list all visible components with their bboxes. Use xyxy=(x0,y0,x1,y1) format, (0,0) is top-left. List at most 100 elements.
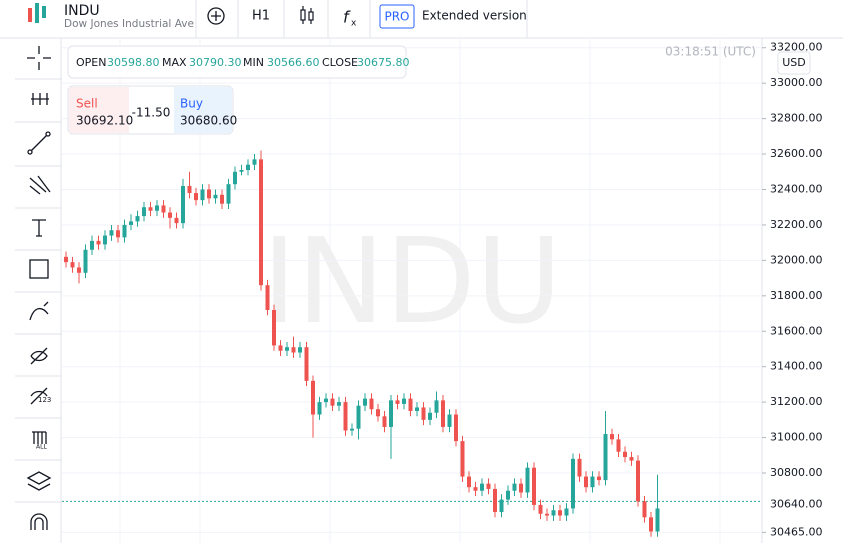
candle-body xyxy=(122,224,127,238)
candle-body xyxy=(577,458,582,477)
candle-body xyxy=(395,400,400,404)
candle-body xyxy=(616,439,621,452)
currency: USD xyxy=(782,56,806,69)
candle-body xyxy=(655,508,660,532)
y-tick-label: 33000.00 xyxy=(770,76,823,89)
close-value: 30675.80 xyxy=(357,56,410,69)
chart-type-button[interactable] xyxy=(300,6,314,24)
icon-text: ALL xyxy=(36,444,47,451)
candle-body xyxy=(649,517,653,532)
candle-body xyxy=(610,434,614,440)
indicator-tool[interactable] xyxy=(31,93,49,105)
candle-body xyxy=(389,400,393,427)
candle-body xyxy=(285,347,289,351)
open-value: 30598.80 xyxy=(107,56,160,69)
candle-body xyxy=(480,483,484,491)
add-button[interactable] xyxy=(207,7,225,25)
candle-body xyxy=(239,170,244,172)
candle-body xyxy=(129,221,133,225)
candle-body xyxy=(558,510,562,516)
candle-body xyxy=(330,398,335,406)
candle-body xyxy=(512,483,517,491)
y-tick-label: 32600.00 xyxy=(770,147,823,160)
candle-body xyxy=(369,398,374,410)
plot xyxy=(62,47,762,537)
candle-body xyxy=(187,185,192,194)
sell-price: 30692.10 xyxy=(76,114,133,128)
candle-body xyxy=(343,402,348,431)
candle-body xyxy=(278,345,283,351)
magnet-tool[interactable] xyxy=(30,513,48,530)
y-tick-label: 33200.00 xyxy=(770,41,823,54)
text-tool[interactable] xyxy=(32,219,46,237)
delete-all-tool[interactable] xyxy=(32,431,47,444)
candle-body xyxy=(597,476,601,481)
hide-tool[interactable] xyxy=(30,347,48,365)
candle-body xyxy=(142,207,146,217)
min-value: 30566.60 xyxy=(267,56,320,69)
currency-button[interactable] xyxy=(777,51,811,75)
extended-version[interactable]: Extended version xyxy=(422,9,527,23)
shape-tool[interactable] xyxy=(29,259,49,279)
candle-body xyxy=(415,407,419,411)
candle-body xyxy=(220,194,224,204)
y-tick-label: 30465.00 xyxy=(770,525,823,538)
clock: 03:18:51 (UTC) xyxy=(665,45,756,59)
candle-body xyxy=(103,235,107,245)
sell-button[interactable] xyxy=(69,87,129,133)
candle-body xyxy=(408,398,413,411)
top-bar xyxy=(0,0,843,38)
candle-body xyxy=(382,416,387,427)
candle-body xyxy=(551,510,556,516)
candle-body xyxy=(200,189,205,201)
indicators-button: x xyxy=(351,19,357,29)
toolbar-dividers xyxy=(15,78,62,503)
interval[interactable]: H1 xyxy=(252,9,270,24)
candle-body xyxy=(317,402,322,415)
drawing-toolbar xyxy=(26,46,52,530)
line-tool[interactable] xyxy=(29,133,49,153)
candle-body xyxy=(584,476,588,488)
y-tick-label: 31000.00 xyxy=(770,431,823,444)
candle-body xyxy=(226,184,231,204)
pro-label: PRO xyxy=(384,10,409,24)
fib-tool[interactable] xyxy=(29,175,51,195)
y-tick-label: 32000.00 xyxy=(770,253,823,266)
candle-body xyxy=(473,487,478,491)
candle-body xyxy=(246,164,250,171)
candle-body xyxy=(304,347,309,381)
candle-body xyxy=(233,171,237,185)
pro-badge[interactable] xyxy=(379,4,415,29)
candle-body xyxy=(447,414,452,427)
candle-body xyxy=(77,267,81,273)
indicators-button[interactable]: f xyxy=(343,8,351,27)
candle-body xyxy=(434,400,439,413)
candle-body xyxy=(506,490,510,500)
logo xyxy=(28,3,46,23)
candle-body xyxy=(402,398,406,404)
candle-body xyxy=(603,434,608,481)
buy-label: Buy xyxy=(180,97,203,111)
candle-body xyxy=(291,347,296,353)
ohlc-panel xyxy=(67,45,407,79)
candle-body xyxy=(213,194,218,199)
symbol[interactable]: INDU xyxy=(64,3,100,19)
brush-tool[interactable] xyxy=(29,301,49,321)
candle-body xyxy=(538,504,543,514)
crosshair-tool[interactable] xyxy=(27,46,51,70)
y-tick-label: 31200.00 xyxy=(770,395,823,408)
buy-button[interactable] xyxy=(174,87,232,133)
y-tick-label: 31400.00 xyxy=(770,360,823,373)
symbol-name: Dow Jones Industrial Ave xyxy=(64,17,194,30)
open-label: OPEN xyxy=(76,56,106,69)
candle-body xyxy=(298,347,302,353)
candle-body xyxy=(636,460,640,502)
candle-body xyxy=(642,501,647,518)
candle-body xyxy=(467,476,471,488)
candle-body xyxy=(64,256,68,263)
candle-body xyxy=(519,483,523,493)
hide-labels-tool[interactable] xyxy=(30,387,48,405)
candle-body xyxy=(90,240,94,250)
layers-tool[interactable] xyxy=(26,471,52,491)
